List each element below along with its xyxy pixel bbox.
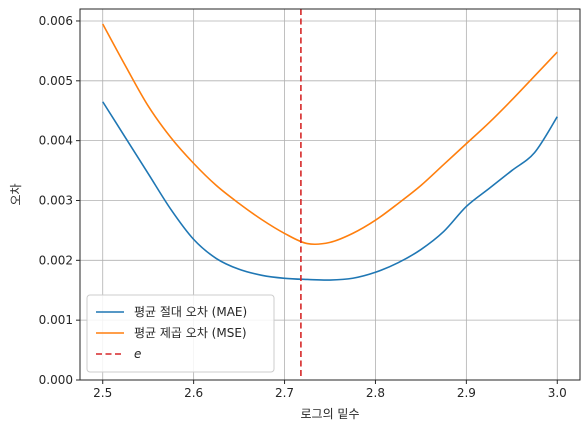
x-tick-label: 2.8 [366,386,385,400]
legend-label: e [134,347,141,361]
plot-frame [79,8,581,381]
y-tick-label: 0.001 [39,313,73,327]
y-axis-label: 오차 [9,183,23,205]
series-line-2 [102,23,558,246]
series-line-1 [102,101,558,281]
x-axis: 2.5 2.6 2.7 2.8 2.9 3.0 [93,380,567,400]
y-tick-label: 0.005 [39,74,73,88]
x-tick-label: 2.5 [93,386,112,400]
x-tick-label: 2.7 [275,386,294,400]
y-tick-label: 0.000 [39,373,73,387]
legend-label: 평균 절대 오차 (MAE) [134,305,247,319]
y-tick-label: 0.006 [39,14,73,28]
y-tick-label: 0.004 [39,134,73,148]
legend-box [86,294,275,373]
legend-label: 평균 제곱 오차 (MSE) [134,326,247,340]
y-tick-label: 0.002 [39,253,73,267]
y-axis: 0.000 0.001 0.002 0.003 0.004 0.005 0.006 [39,14,80,387]
y-tick-label: 0.003 [39,193,73,207]
x-tick-label: 2.6 [184,386,203,400]
legend: 평균 절대 오차 (MAE) 평균 제곱 오차 (MSE) e [86,294,275,373]
x-tick-label: 2.9 [457,386,476,400]
x-tick-label: 3.0 [548,386,567,400]
series-layer [102,23,558,281]
x-axis-label: 로그의 밑수 [300,407,359,421]
